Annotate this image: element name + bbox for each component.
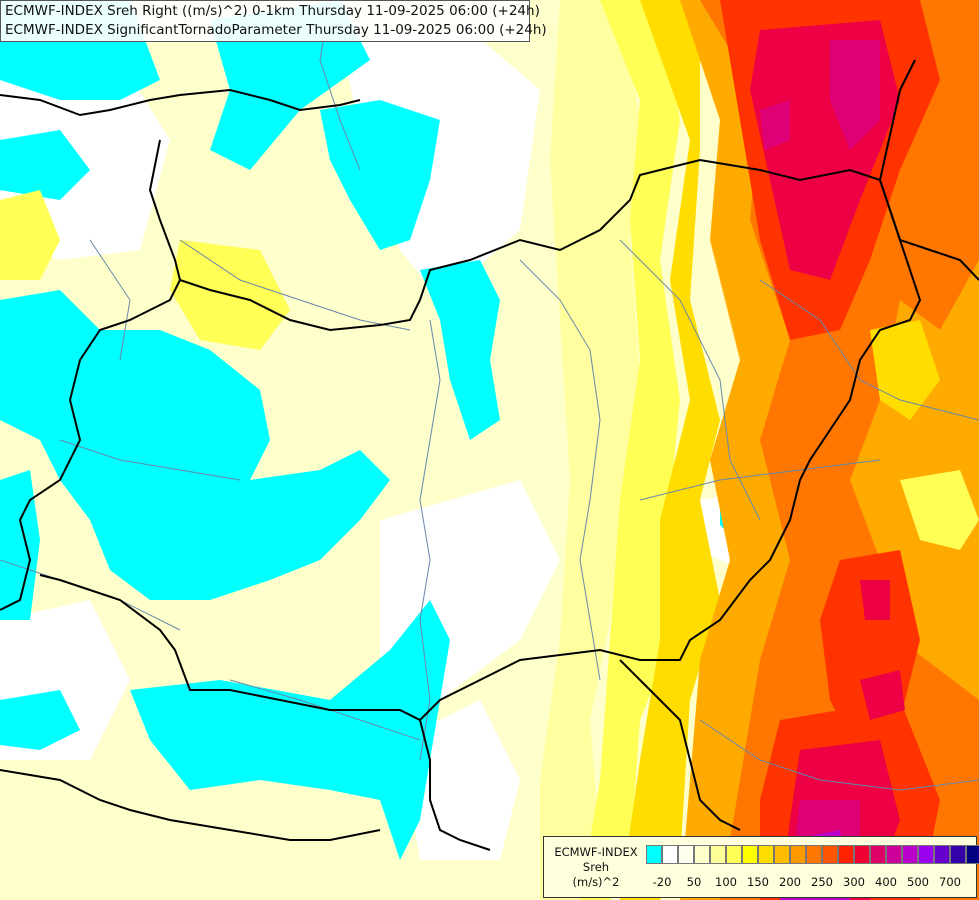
legend-swatch <box>934 845 950 864</box>
legend-swatch <box>902 845 918 864</box>
legend-unit: (m/s)^2 <box>572 875 620 889</box>
legend-tick: 50 <box>686 875 702 889</box>
legend-swatch <box>774 845 790 864</box>
legend-swatch <box>822 845 838 864</box>
legend-swatch <box>950 845 966 864</box>
legend-swatch <box>838 845 854 864</box>
sreh-negative-area <box>0 0 785 860</box>
legend-labels: ECMWF-INDEX Sreh (m/s)^2 <box>548 845 644 890</box>
map-title-box: ECMWF-INDEX Sreh Right ((m/s)^2) 0-1km T… <box>0 0 547 42</box>
legend-swatch <box>646 845 662 864</box>
legend-swatch <box>966 845 979 864</box>
legend-swatch <box>806 845 822 864</box>
legend-tick: -20 <box>652 875 672 889</box>
legend-swatch <box>886 845 902 864</box>
sreh-high-area <box>680 0 979 900</box>
legend-tick: 400 <box>875 875 897 889</box>
legend-swatch <box>870 845 886 864</box>
legend-swatch <box>918 845 934 864</box>
title-line-1: ECMWF-INDEX Sreh Right ((m/s)^2) 0-1km T… <box>5 3 540 19</box>
legend-swatch <box>710 845 726 864</box>
legend-swatch <box>854 845 870 864</box>
legend-tick: 250 <box>811 875 833 889</box>
legend-tick-labels: -20 50 100 150 200 250 300 400 500 700 <box>646 875 972 891</box>
river-network <box>0 0 979 791</box>
legend-tick: 200 <box>779 875 801 889</box>
legend-title: ECMWF-INDEX <box>554 845 638 859</box>
legend-tick: 300 <box>843 875 865 889</box>
country-borders <box>0 59 979 851</box>
legend-tick: 500 <box>907 875 929 889</box>
title-line-2: ECMWF-INDEX SignificantTornadoParameter … <box>5 22 547 38</box>
legend-tick: 150 <box>747 875 769 889</box>
legend-swatch <box>758 845 774 864</box>
legend-swatch <box>678 845 694 864</box>
legend-color-scale <box>646 845 979 864</box>
legend-swatch <box>790 845 806 864</box>
legend-swatch <box>742 845 758 864</box>
legend-swatch <box>726 845 742 864</box>
legend-swatch <box>694 845 710 864</box>
sreh-transition-band <box>0 0 720 900</box>
legend-variable: Sreh <box>582 860 610 874</box>
legend-tick: 700 <box>939 875 961 889</box>
legend-tick: 100 <box>715 875 737 889</box>
legend-swatch <box>662 845 678 864</box>
color-legend: ECMWF-INDEX Sreh (m/s)^2 -20 50 100 150 200 2… <box>543 836 979 898</box>
